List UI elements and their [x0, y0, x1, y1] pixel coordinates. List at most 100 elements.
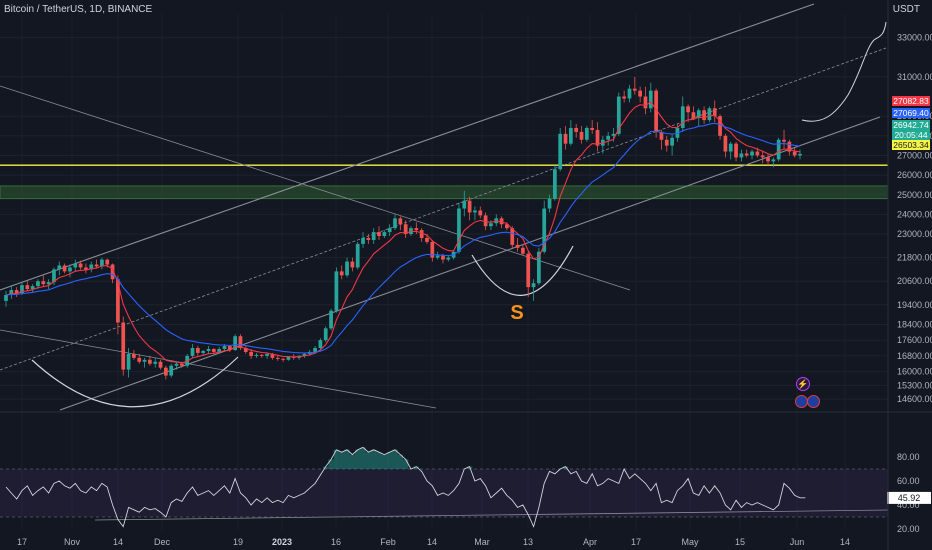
candle-body [425, 237, 429, 242]
candle-body [702, 110, 706, 121]
date-tick-label: Nov [64, 537, 81, 547]
candle-body [84, 267, 88, 270]
candle-body [723, 135, 728, 152]
candle-body [174, 363, 179, 366]
candle-body [430, 241, 435, 258]
lower-descending-line [0, 329, 437, 409]
candle-body [94, 264, 99, 267]
candle-body [73, 263, 78, 268]
candle-body [547, 198, 552, 209]
candle-body [563, 133, 568, 144]
date-tick-label: Jun [790, 537, 805, 547]
candle-body [57, 265, 62, 270]
candle-body [462, 200, 467, 209]
rsi-tick-label: 60.00 [897, 476, 920, 486]
candle-body [52, 269, 56, 283]
candle-body [691, 112, 696, 119]
date-tick-label: Apr [583, 537, 597, 547]
candle-body [190, 348, 195, 356]
candle-body [558, 133, 563, 170]
candle-body [270, 353, 275, 358]
candle-body [100, 259, 104, 267]
candle-body [46, 282, 51, 285]
candle-body [739, 153, 744, 158]
candle-body [201, 350, 206, 353]
candle-body [323, 328, 328, 341]
date-tick-label: 16 [331, 537, 341, 547]
candle-body [4, 294, 8, 301]
flag-icon-2[interactable] [807, 395, 820, 408]
candle-body [766, 157, 770, 162]
candle-body [622, 96, 627, 99]
candle-body [164, 367, 168, 376]
price-badge-text: 26942.74 [893, 120, 929, 130]
candle-body [403, 224, 408, 235]
price-tick-label: 25000.00 [897, 190, 932, 200]
candle-body [542, 208, 547, 252]
rsi-value-badge [887, 491, 931, 504]
price-tick-label: 21800.00 [897, 253, 932, 263]
candle-body [734, 143, 738, 158]
price-tick-label: 16000.00 [897, 367, 932, 377]
candle-body [110, 264, 115, 280]
date-tick-label: 13 [523, 537, 533, 547]
candle-body [659, 131, 664, 140]
candle-body [132, 353, 136, 358]
candle-body [798, 153, 802, 156]
candle-body [457, 208, 461, 252]
candle-body [755, 151, 760, 156]
candle-body [254, 354, 259, 356]
candle-body [584, 127, 589, 140]
candle-body [259, 354, 264, 356]
descending-trendline [0, 85, 631, 291]
price-tick-label: 16800.00 [897, 351, 932, 361]
candle-body [409, 228, 413, 235]
candle-body [686, 106, 690, 113]
candle-body [281, 358, 285, 360]
candle-body [505, 224, 509, 229]
price-tick-label: 14600.00 [897, 394, 932, 404]
candle-body [68, 267, 72, 272]
candle-body [606, 135, 611, 140]
candle-body [473, 210, 477, 213]
candle-body [553, 169, 557, 199]
trendlines [0, 3, 889, 521]
candle-body [286, 356, 291, 360]
lightning-icon[interactable]: ⚡ [796, 377, 810, 391]
candle-body [643, 96, 648, 109]
candle-body [20, 285, 24, 294]
rsi-panel [0, 411, 932, 528]
candle-body [616, 96, 621, 134]
price-badge-text: 27069.40 [893, 108, 929, 118]
candle-body [398, 218, 403, 225]
price-tick-label: 27000.00 [897, 150, 932, 160]
price-badge [892, 120, 930, 130]
candle-body [334, 271, 339, 311]
candle-body [350, 261, 355, 268]
candle-body [361, 237, 365, 244]
price-tick-label: 26000.00 [897, 170, 932, 180]
price-tick-label: 33000.00 [897, 33, 932, 43]
price-badge-text: 20:05:44 [894, 130, 927, 140]
candle-body [313, 348, 317, 352]
arc-s [471, 245, 574, 296]
candle-body [526, 253, 531, 288]
candle-body [787, 141, 792, 152]
channel-upper-line [0, 3, 815, 291]
price-badge [892, 140, 930, 150]
ma-slow-line [5, 122, 801, 354]
candle-body [195, 348, 200, 353]
candle-body [446, 257, 451, 260]
date-tick-label: Mar [474, 537, 490, 547]
candle-body [414, 228, 419, 231]
candle-body [148, 359, 152, 364]
arc-left [31, 356, 239, 408]
candle-body [318, 340, 323, 349]
candle-body [142, 359, 147, 362]
candle-body [41, 281, 46, 285]
projection-path [801, 21, 887, 122]
price-badge [892, 108, 930, 118]
candle-body [377, 232, 381, 237]
date-tick-label: Dec [154, 537, 171, 547]
